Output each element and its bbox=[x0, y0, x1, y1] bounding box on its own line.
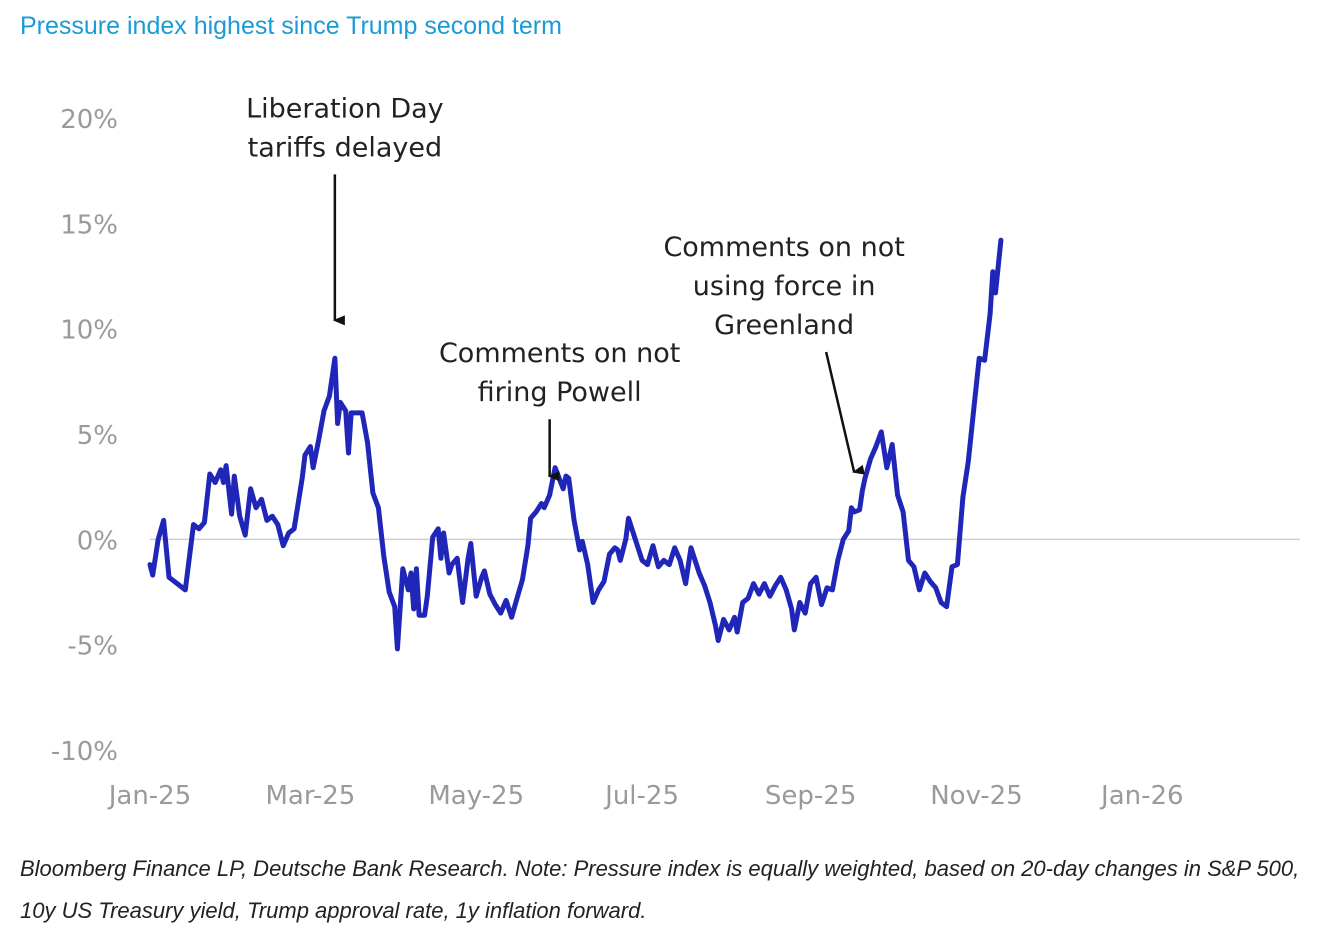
y-tick-label: 15% bbox=[60, 210, 118, 240]
y-tick-label: -10% bbox=[51, 737, 118, 767]
annotation-text: Liberation Day bbox=[246, 93, 444, 124]
y-tick-label: 20% bbox=[60, 105, 118, 135]
line-chart: 20% 15% 10% 5% 0% -5% -10% Jan-25 Mar-25 May-25 Ju… bbox=[51, 93, 1300, 811]
series-layer bbox=[147, 237, 1004, 652]
y-tick-label: 10% bbox=[60, 316, 118, 346]
source-note: Bloomberg Finance LP, Deutsche Bank Rese… bbox=[20, 856, 1300, 923]
annotation-text: firing Powell bbox=[478, 377, 642, 408]
annotation-text: Comments on not bbox=[439, 338, 680, 369]
x-tick-label: Sep-25 bbox=[765, 781, 856, 811]
annotation-text: Greenland bbox=[714, 310, 854, 341]
x-tick-label: Jan-25 bbox=[107, 781, 192, 811]
y-tick-label: 0% bbox=[77, 526, 118, 556]
x-tick-label: Mar-25 bbox=[265, 781, 355, 811]
axes: 20% 15% 10% 5% 0% -5% -10% Jan-25 Mar-25 May-25 Ju… bbox=[51, 105, 1300, 811]
chart-title: Pressure index highest since Trump secon… bbox=[20, 12, 562, 40]
y-tick-label: 5% bbox=[77, 421, 118, 451]
annotation-text: Comments on not bbox=[663, 232, 904, 263]
x-tick-label: Nov-25 bbox=[930, 781, 1023, 811]
annotations: Liberation Day tariffs delayed Comments on… bbox=[246, 93, 905, 482]
y-tick-label: -5% bbox=[67, 632, 118, 662]
annotation-arrow bbox=[824, 351, 866, 475]
x-tick-label: May-25 bbox=[428, 781, 524, 811]
annotation-text: using force in bbox=[693, 271, 876, 302]
annotation-text: tariffs delayed bbox=[248, 132, 443, 163]
x-tick-label: Jul-25 bbox=[603, 781, 679, 811]
x-tick-label: Jan-26 bbox=[1099, 781, 1184, 811]
pressure-index-line bbox=[147, 237, 1004, 652]
